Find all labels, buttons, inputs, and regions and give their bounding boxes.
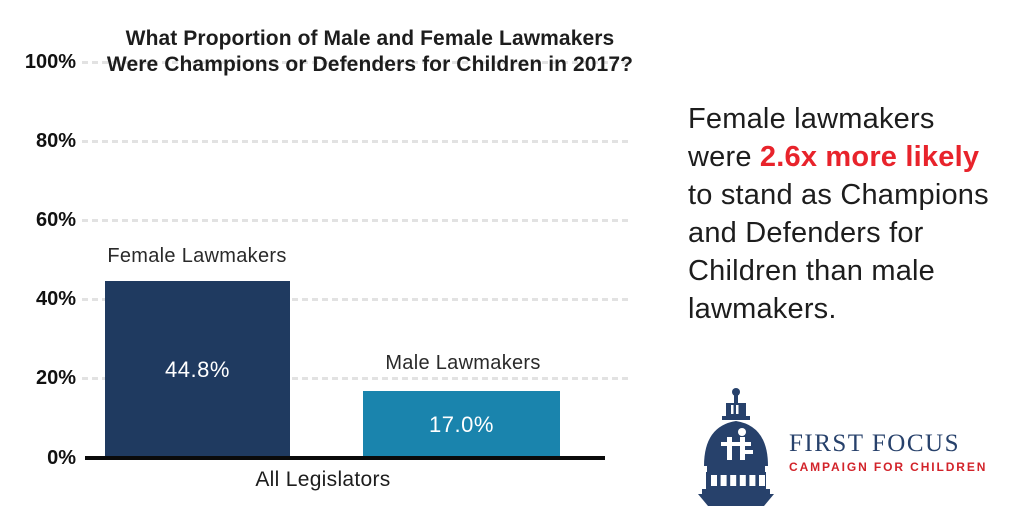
annotation-text-end: to stand as Champions and Defenders for …: [688, 179, 989, 325]
y-axis-tick-80: 80%: [35, 130, 76, 152]
y-axis-tick-100: 100%: [24, 51, 76, 73]
female-bar-value: 44.8%: [165, 356, 230, 382]
male-lawmakers-bar: 17.0%: [363, 391, 560, 458]
chart-title-line1: What Proportion of Male and Female Lawma…: [125, 27, 615, 50]
female-bar-label: Female Lawmakers: [107, 245, 287, 267]
y-axis-tick-0: 0%: [47, 447, 76, 469]
gridline-100: [82, 61, 632, 64]
y-axis-tick-60: 60%: [35, 209, 76, 231]
x-axis-line: [85, 456, 605, 460]
y-axis-tick-40: 40%: [35, 288, 76, 310]
logo-tagline: CAMPAIGN FOR CHILDREN: [789, 460, 988, 474]
logo-name: FIRST FOCUS: [789, 430, 960, 457]
annotation-highlight: 2.6x more likely: [759, 141, 980, 173]
female-lawmakers-bar: 44.8%: [105, 281, 290, 458]
gridline-80: [82, 140, 632, 143]
gridline-60: [82, 219, 632, 222]
annotation-text-start: Female lawmakers were: [688, 103, 935, 173]
capitol-dome-icon: [698, 388, 774, 506]
y-axis-tick-20: 20%: [35, 367, 76, 389]
logo-text-block: FIRST FOCUS CAMPAIGN FOR CHILDREN: [789, 430, 1024, 474]
gridline-20: [82, 377, 632, 380]
chart-title: What Proportion of Male and Female Lawma…: [100, 26, 640, 78]
male-bar-label: Male Lawmakers: [385, 352, 541, 374]
annotation-paragraph: Female lawmakers were 2.6x more likely t…: [688, 100, 990, 328]
chart-title-line2: Were Champions or Defenders for Children…: [106, 53, 634, 76]
gridline-40: [82, 298, 632, 301]
x-axis-category-label: All Legislators: [255, 468, 391, 491]
male-bar-value: 17.0%: [429, 411, 494, 437]
